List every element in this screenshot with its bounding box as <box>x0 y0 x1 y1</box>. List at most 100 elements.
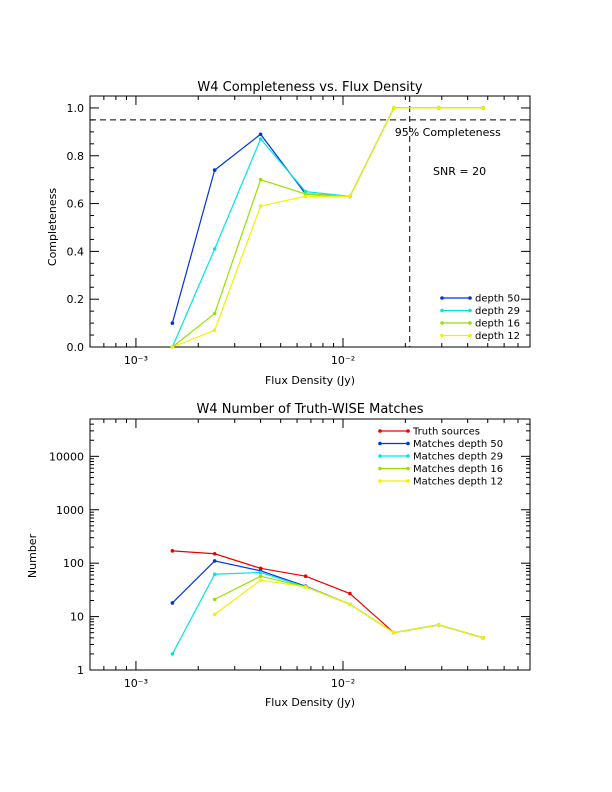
axis-ticks: 10⁻³ 10⁻² 1 10 100 1000 10000 <box>49 418 531 690</box>
y-tick-label: 0.2 <box>67 293 85 306</box>
y-axis-label: Completeness <box>46 188 59 266</box>
plot-frame <box>89 95 531 348</box>
data-point <box>258 137 263 141</box>
y-tick-label: 10 <box>70 611 84 624</box>
data-point <box>348 591 352 596</box>
series-line <box>171 107 484 324</box>
threshold-label: 95% Completeness <box>395 126 501 139</box>
chart-title: W4 Number of Truth-WISE Matches <box>196 402 423 417</box>
y-tick-label: 0.8 <box>67 150 85 163</box>
plot-frame <box>89 418 531 671</box>
data-point <box>481 636 485 640</box>
series-group <box>170 106 485 349</box>
y-tick-label: 0.0 <box>67 341 85 354</box>
data-point <box>212 597 217 602</box>
data-point <box>303 574 308 579</box>
y-tick-label: 10000 <box>49 450 84 463</box>
data-point <box>258 132 263 137</box>
y-axis-label: Number <box>26 533 39 578</box>
data-point <box>258 578 263 582</box>
data-point <box>212 572 217 577</box>
y-tick-label: 0.6 <box>67 198 85 211</box>
legend-marker <box>406 441 410 446</box>
y-tick-label: 100 <box>63 557 84 570</box>
x-axis-label: Flux Density (Jy) <box>265 374 355 387</box>
chart-title: W4 Completeness vs. Flux Density <box>197 80 422 95</box>
data-point <box>212 311 217 316</box>
legend-marker <box>468 296 472 300</box>
legend-marker <box>468 321 472 325</box>
y-tick-label: 0.4 <box>67 245 85 258</box>
data-point <box>212 559 217 563</box>
legend-marker <box>378 454 382 458</box>
legend-entry: depth 29 <box>475 306 520 317</box>
series-line <box>171 560 484 639</box>
legend-entry: depth 12 <box>475 331 520 342</box>
data-point <box>258 177 263 182</box>
data-point <box>170 652 175 656</box>
legend-entry: Truth sources <box>412 427 480 438</box>
x-tick-label: 10⁻² <box>331 354 355 367</box>
snr-annotation: SNR = 20 <box>433 165 486 178</box>
x-tick-label: 10⁻³ <box>124 354 148 367</box>
legend-marker <box>468 308 472 313</box>
y-tick-label: 1.0 <box>67 102 85 115</box>
series-line <box>214 575 484 639</box>
data-point <box>258 574 263 579</box>
legend-marker <box>406 429 410 433</box>
series-group <box>170 549 485 656</box>
series-line <box>171 107 484 348</box>
data-point <box>170 345 175 349</box>
data-point <box>436 623 441 627</box>
data-point <box>212 247 217 251</box>
data-point <box>212 328 217 333</box>
series-line <box>172 107 484 348</box>
data-point <box>303 194 308 199</box>
y-tick-label: 1 <box>77 664 84 677</box>
legend-entry: Matches depth 12 <box>413 477 503 488</box>
x-tick-label: 10⁻² <box>331 677 355 690</box>
legend-marker <box>440 321 444 325</box>
data-point <box>212 168 217 172</box>
data-point <box>348 194 352 199</box>
legend-entry: depth 50 <box>475 294 520 305</box>
legend-marker <box>378 429 382 433</box>
data-point <box>303 585 308 589</box>
legend-marker <box>378 479 382 483</box>
legend-marker <box>378 466 382 471</box>
legend-marker <box>406 479 410 483</box>
legend-entry: Matches depth 50 <box>413 439 503 450</box>
data-point <box>258 570 263 575</box>
legend-marker <box>406 466 410 471</box>
series-line <box>214 579 484 639</box>
legend-entry: depth 16 <box>475 319 520 330</box>
x-tick-label: 10⁻³ <box>124 677 148 690</box>
data-point <box>392 106 396 110</box>
legend-marker <box>468 333 472 338</box>
data-point <box>348 602 352 607</box>
x-axis-label: Flux Density (Jy) <box>265 696 355 709</box>
data-point <box>170 549 175 553</box>
legend-marker <box>406 454 410 458</box>
legend-marker <box>440 308 444 313</box>
data-point <box>170 601 175 605</box>
series-line <box>172 107 484 348</box>
y-tick-label: 1000 <box>56 504 84 517</box>
data-point <box>170 321 175 325</box>
legend-entry: Matches depth 29 <box>413 452 503 463</box>
data-point <box>212 551 217 556</box>
data-point <box>212 612 217 617</box>
legend-marker <box>378 441 382 446</box>
data-point <box>481 106 485 110</box>
data-point <box>392 630 396 635</box>
data-point <box>436 106 441 110</box>
reference-lines: 95% Completeness SNR = 20 <box>90 96 530 347</box>
completeness-chart: W4 Completeness vs. Flux Density Flux De… <box>46 80 531 387</box>
legend-entry: Matches depth 16 <box>413 464 503 475</box>
legend-marker <box>440 296 444 300</box>
matches-chart: W4 Number of Truth-WISE Matches Flux Den… <box>26 402 531 709</box>
data-point <box>258 204 263 208</box>
